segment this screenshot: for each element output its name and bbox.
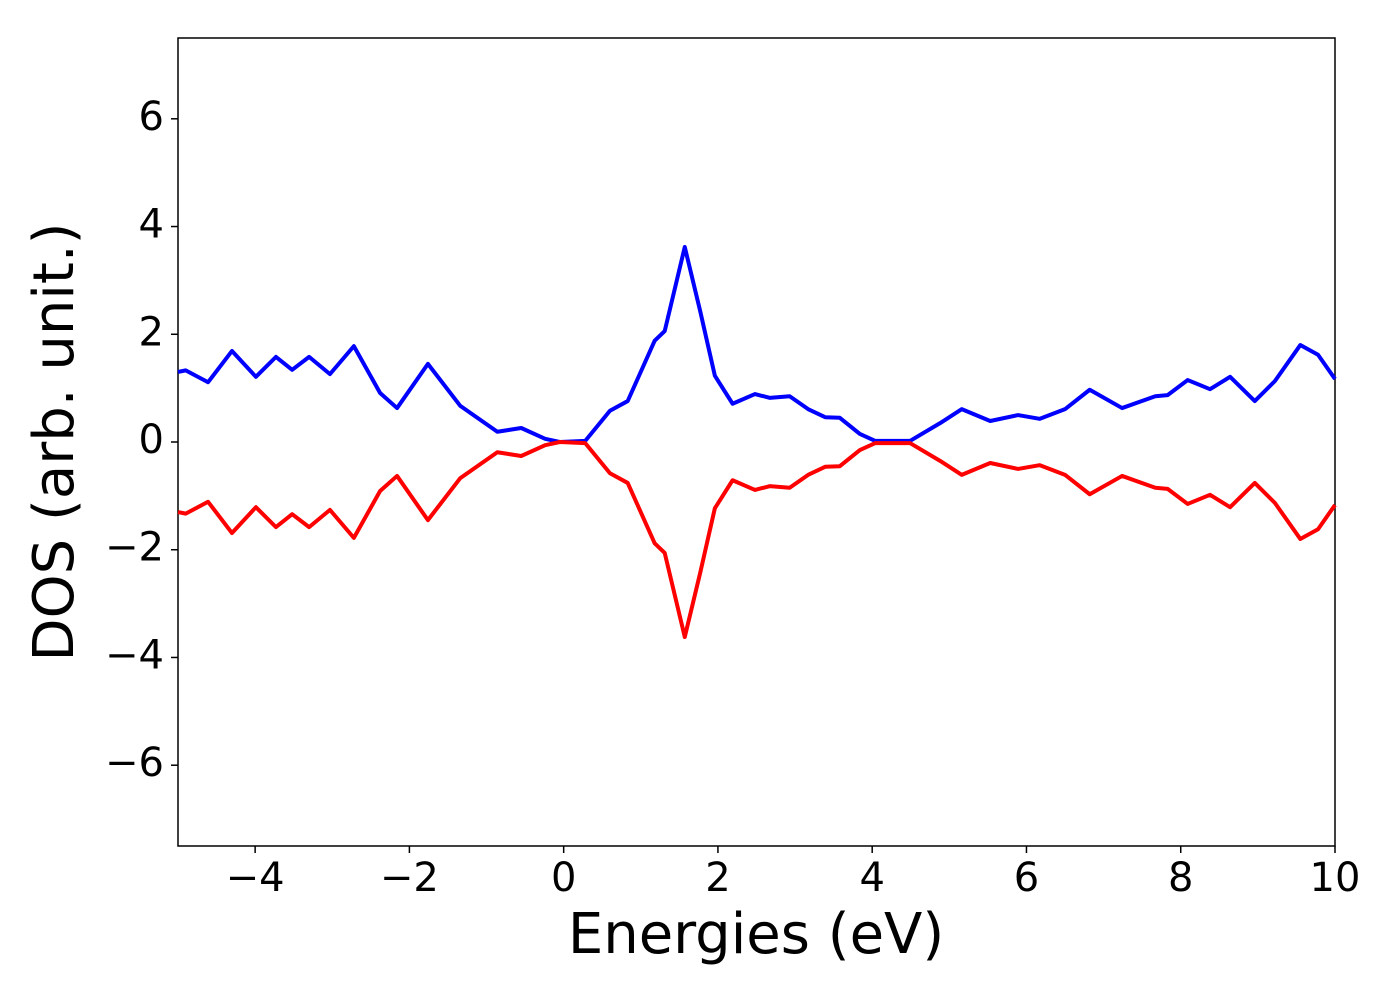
y-tick-label: −6 [105, 740, 164, 786]
x-tick-label: 6 [1014, 855, 1039, 901]
x-tick-label: 10 [1310, 855, 1361, 901]
x-tick-label: 0 [551, 855, 576, 901]
data-line [177, 245, 1337, 444]
plot-frame [177, 37, 1336, 847]
y-tick-label: −4 [105, 632, 164, 678]
y-tick-label: 2 [139, 309, 164, 355]
data-line [177, 440, 1337, 639]
x-tick-label: 2 [705, 855, 730, 901]
x-tick-label: −2 [380, 855, 439, 901]
y-tick-label: 0 [139, 417, 164, 463]
x-tick-label: 4 [859, 855, 884, 901]
x-tick-label: −4 [226, 855, 285, 901]
x-tick-label: 8 [1168, 855, 1193, 901]
y-tick-label: 4 [139, 202, 164, 248]
y-axis-label: DOS (arb. unit.) [22, 222, 87, 661]
y-tick-label: −2 [105, 525, 164, 571]
x-axis-label: Energies (eV) [568, 902, 944, 967]
y-tick-label: 6 [139, 94, 164, 140]
